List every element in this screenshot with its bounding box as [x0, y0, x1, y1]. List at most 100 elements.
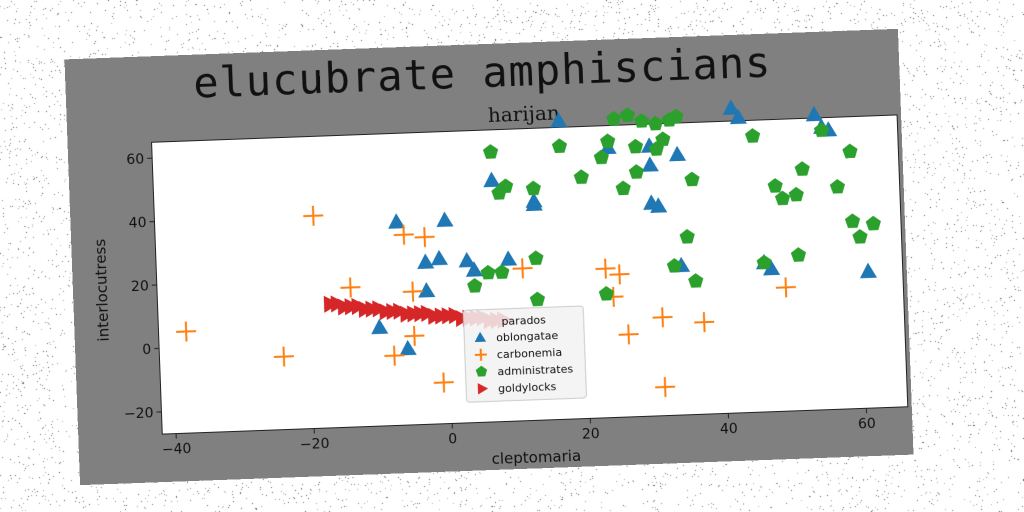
data-point	[650, 197, 668, 213]
data-point	[417, 253, 435, 270]
data-point	[433, 372, 454, 393]
data-point	[805, 105, 823, 122]
data-point	[633, 113, 650, 128]
data-point	[480, 264, 496, 280]
data-point	[655, 131, 671, 147]
y-axis-label: interlocutress	[91, 238, 113, 341]
series-carbonemia	[176, 205, 796, 398]
x-tick-label: −40	[162, 441, 192, 458]
data-point	[813, 122, 830, 138]
data-point	[618, 324, 639, 345]
data-point	[641, 156, 659, 172]
data-point	[494, 264, 510, 280]
data-point	[619, 107, 636, 122]
data-point	[550, 112, 568, 128]
figure-card: elucubrate amphiscians harijan −40 −20 0 20 4…	[64, 28, 914, 486]
data-point	[430, 249, 449, 266]
data-point	[551, 138, 568, 154]
data-point	[606, 110, 622, 126]
chart-title: harijan	[487, 100, 560, 127]
data-point	[436, 211, 454, 228]
x-tick-label: −20	[300, 436, 330, 453]
data-point	[303, 205, 324, 226]
legend-marker	[477, 383, 489, 395]
data-point	[666, 258, 683, 273]
data-point	[500, 250, 518, 267]
legend-marker	[474, 331, 487, 343]
data-point	[767, 178, 783, 193]
data-point	[414, 227, 435, 248]
data-point	[384, 345, 405, 366]
x-tick-label: 0	[448, 431, 458, 447]
data-point	[528, 250, 544, 266]
data-point	[483, 171, 501, 188]
data-point	[598, 285, 614, 301]
data-point	[273, 346, 294, 367]
y-tick-label: 60	[126, 151, 144, 168]
x-axis-label: cleptomaria	[491, 447, 581, 468]
data-point	[627, 138, 644, 154]
data-point	[668, 108, 684, 124]
data-point	[669, 145, 687, 162]
data-point	[593, 149, 609, 165]
data-point	[402, 281, 423, 302]
data-point	[465, 261, 483, 277]
data-point	[399, 339, 417, 356]
data-point	[512, 258, 533, 279]
data-point	[595, 258, 616, 279]
legend-entry: administrates	[497, 362, 573, 378]
data-point	[790, 247, 807, 262]
data-point	[340, 277, 361, 298]
x-tick-label: 40	[720, 421, 738, 438]
data-point	[176, 321, 197, 342]
data-point	[388, 213, 406, 229]
data-point	[775, 277, 796, 298]
data-point	[756, 254, 772, 270]
x-tick-label: 60	[858, 416, 876, 433]
legend-entry: oblongatae	[496, 329, 559, 344]
data-point	[744, 128, 761, 143]
data-point	[794, 161, 810, 176]
data-point	[852, 229, 868, 244]
y-tick-label: 20	[131, 278, 149, 295]
data-point	[404, 325, 425, 346]
legend-entry: carbonemia	[497, 346, 563, 361]
data-point	[458, 251, 476, 268]
data-point	[655, 377, 676, 398]
data-point	[844, 213, 861, 229]
data-point	[467, 278, 483, 293]
data-point	[774, 190, 791, 206]
legend-title: parados	[501, 313, 546, 328]
data-point	[652, 307, 673, 328]
data-point	[482, 144, 499, 159]
data-point	[694, 312, 715, 333]
y-tick-label: −20	[124, 405, 154, 422]
data-point	[525, 195, 543, 212]
legend-marker	[475, 365, 488, 377]
data-point	[393, 224, 414, 245]
data-point	[418, 282, 436, 298]
data-point	[842, 143, 858, 159]
data-point	[600, 133, 616, 149]
data-point	[529, 291, 546, 307]
data-point	[647, 115, 663, 131]
y-tick-label: 40	[128, 215, 146, 232]
data-point	[722, 99, 740, 115]
data-point	[763, 259, 781, 276]
data-point	[865, 215, 881, 231]
data-point	[615, 180, 631, 196]
series-oblongatae	[371, 99, 878, 356]
data-point	[371, 318, 389, 335]
y-tick-label: 0	[142, 342, 152, 358]
data-point	[525, 180, 541, 196]
legend-marker	[474, 348, 487, 361]
data-point	[628, 164, 645, 179]
plot-area	[151, 114, 909, 435]
data-point	[684, 171, 700, 187]
data-point	[609, 264, 630, 285]
series-administrates	[467, 107, 881, 307]
data-point	[829, 179, 846, 194]
scatter-chart: harijan −40 −20 0 20 40 60 −20 0 20 40 60 cleptomari…	[91, 99, 909, 468]
x-tick-label: 20	[582, 426, 600, 443]
